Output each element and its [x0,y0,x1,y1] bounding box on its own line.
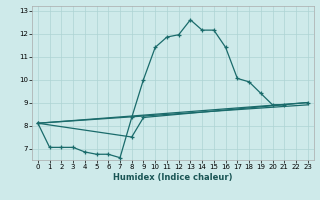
X-axis label: Humidex (Indice chaleur): Humidex (Indice chaleur) [113,173,233,182]
